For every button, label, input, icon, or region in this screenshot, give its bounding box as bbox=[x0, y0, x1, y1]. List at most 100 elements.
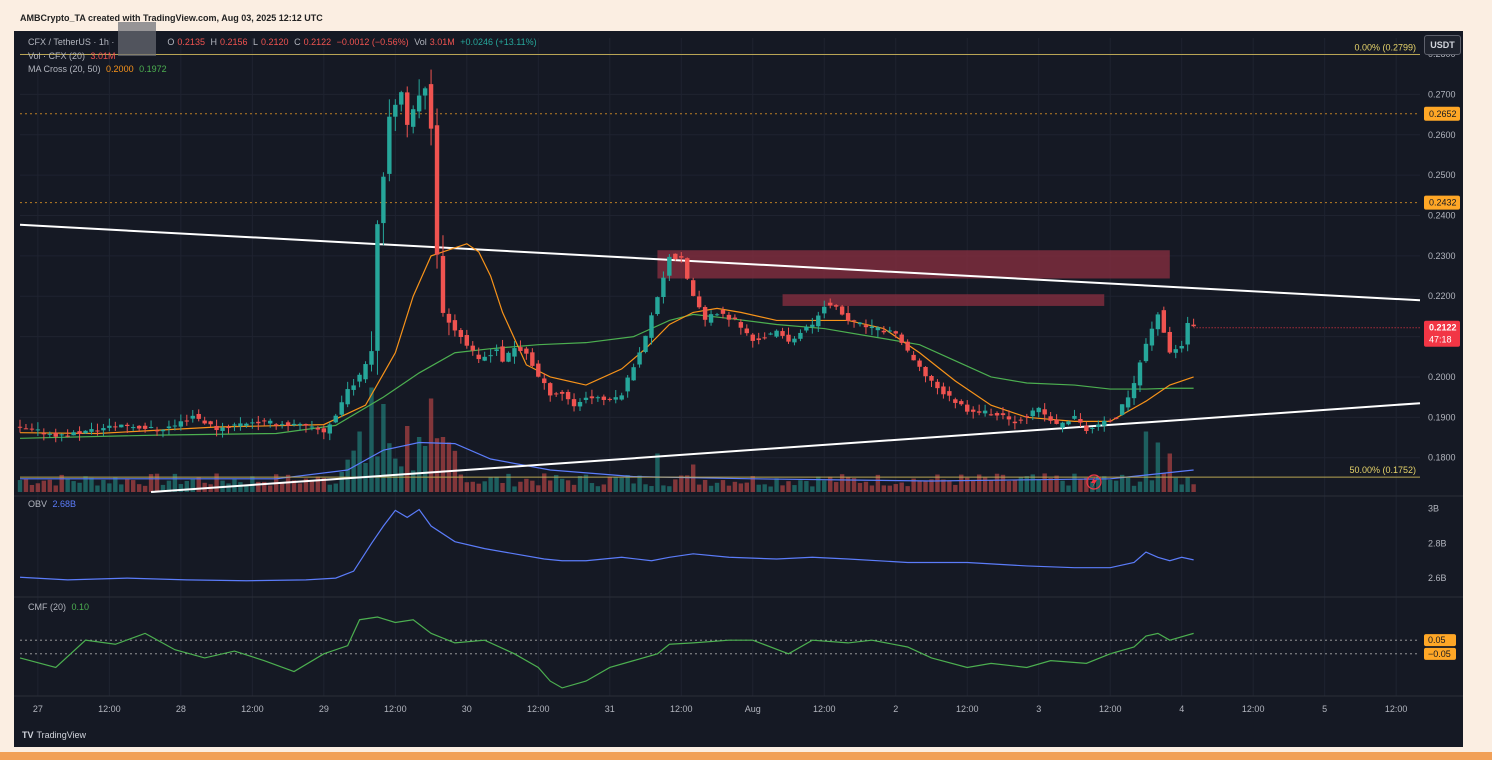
volume-bar bbox=[970, 479, 976, 492]
legend-ma50: 0.1972 bbox=[139, 64, 167, 74]
volume-bar bbox=[29, 484, 35, 492]
candle-body bbox=[470, 345, 475, 351]
volume-bar bbox=[315, 476, 321, 492]
volume-bar bbox=[321, 477, 327, 492]
volume-bar bbox=[125, 479, 130, 492]
volume-bar bbox=[524, 478, 529, 492]
candle-body bbox=[142, 425, 148, 429]
candle-body bbox=[1000, 413, 1006, 416]
volume-bar bbox=[732, 481, 738, 492]
volume-bar bbox=[434, 438, 440, 492]
candle-body bbox=[673, 253, 678, 260]
candle-body bbox=[899, 334, 904, 343]
alert-lightning-icon bbox=[1086, 474, 1102, 490]
volume-bar bbox=[89, 477, 94, 492]
volume-bar bbox=[565, 480, 571, 492]
currency-button[interactable]: USDT bbox=[1424, 35, 1461, 55]
volume-bar bbox=[857, 482, 863, 492]
candle-body bbox=[720, 310, 726, 314]
time-tick-label: 4 bbox=[1179, 704, 1184, 714]
volume-bar bbox=[1155, 442, 1161, 492]
candle-body bbox=[375, 224, 380, 351]
candle-body bbox=[762, 337, 767, 339]
volume-bar bbox=[905, 486, 910, 492]
volume-bar bbox=[893, 484, 898, 492]
candle-body bbox=[1131, 383, 1137, 399]
volume-bar bbox=[601, 484, 607, 492]
volume-bar bbox=[673, 479, 678, 492]
candle-body bbox=[839, 306, 845, 315]
candle-body bbox=[857, 322, 863, 325]
volume-bar bbox=[101, 479, 106, 492]
legend-high: 0.2156 bbox=[219, 37, 248, 47]
volume-bar bbox=[381, 404, 386, 492]
candle-body bbox=[1060, 422, 1065, 428]
candle-body bbox=[1191, 324, 1196, 327]
alert-lightning-icon bbox=[1091, 476, 1097, 488]
price-tick-label: 0.2600 bbox=[1428, 130, 1456, 140]
volume-bar bbox=[530, 480, 535, 492]
legend-ma20: 0.2000 bbox=[106, 64, 134, 74]
volume-bar bbox=[845, 477, 851, 492]
candle-body bbox=[565, 391, 571, 400]
volume-bar bbox=[994, 473, 1000, 492]
volume-bar bbox=[643, 484, 648, 492]
legend-high-label: H bbox=[210, 37, 217, 47]
volume-bar bbox=[476, 483, 481, 492]
volume-bar bbox=[1090, 481, 1095, 492]
candle-body bbox=[327, 424, 332, 434]
volume-bar bbox=[816, 476, 821, 492]
volume-bar bbox=[762, 484, 767, 492]
volume-bar bbox=[65, 478, 70, 492]
ma50-line bbox=[19, 313, 1194, 439]
volume-bar bbox=[863, 481, 869, 492]
chart-panel bbox=[14, 31, 1463, 747]
cmf-level-label: 0.05 bbox=[1428, 635, 1446, 645]
volume-bar bbox=[810, 486, 815, 492]
cmf-line bbox=[19, 616, 1194, 689]
volume-bar bbox=[1149, 480, 1155, 492]
legend-low-label: L bbox=[253, 37, 259, 47]
candle-body bbox=[714, 314, 720, 316]
volume-bar bbox=[595, 486, 601, 492]
volume-bar bbox=[17, 480, 23, 492]
trendline bbox=[19, 223, 1421, 302]
legend-open-label: O bbox=[167, 37, 175, 47]
candle-body bbox=[95, 430, 100, 432]
volume-bar bbox=[422, 445, 428, 492]
candle-body bbox=[196, 413, 201, 419]
cmf-value: 0.10 bbox=[71, 602, 90, 612]
trendline bbox=[150, 402, 1421, 493]
candle-body bbox=[1155, 314, 1161, 330]
volume-bar bbox=[899, 482, 904, 492]
candle-body bbox=[631, 367, 636, 381]
volume-bar bbox=[369, 387, 374, 492]
volume-bar bbox=[95, 485, 100, 492]
volume-bar bbox=[262, 481, 267, 492]
volume-bar bbox=[798, 480, 803, 492]
candle-body bbox=[166, 426, 172, 429]
volume-bar bbox=[470, 481, 475, 492]
tradingview-logo-icon: TV bbox=[22, 730, 34, 740]
volume-bar bbox=[285, 474, 291, 492]
candle-body bbox=[440, 256, 446, 313]
candle-body bbox=[774, 330, 779, 337]
volume-bar bbox=[1048, 478, 1053, 492]
candle-body bbox=[542, 378, 547, 384]
candle-body bbox=[214, 425, 219, 431]
candle-body bbox=[965, 404, 970, 412]
candle-body bbox=[929, 375, 934, 381]
volume-bar bbox=[625, 475, 630, 492]
candle-body bbox=[911, 354, 916, 361]
candle-body bbox=[970, 409, 976, 412]
candle-body bbox=[923, 366, 928, 377]
volume-bar bbox=[947, 480, 952, 492]
candle-body bbox=[315, 427, 321, 430]
legend-symbol: CFX / TetherUS · 1h · bbox=[28, 37, 115, 47]
candle-body bbox=[476, 354, 481, 360]
time-tick-label: 27 bbox=[33, 704, 43, 714]
volume-bar bbox=[953, 484, 958, 492]
candle-body bbox=[369, 351, 374, 365]
